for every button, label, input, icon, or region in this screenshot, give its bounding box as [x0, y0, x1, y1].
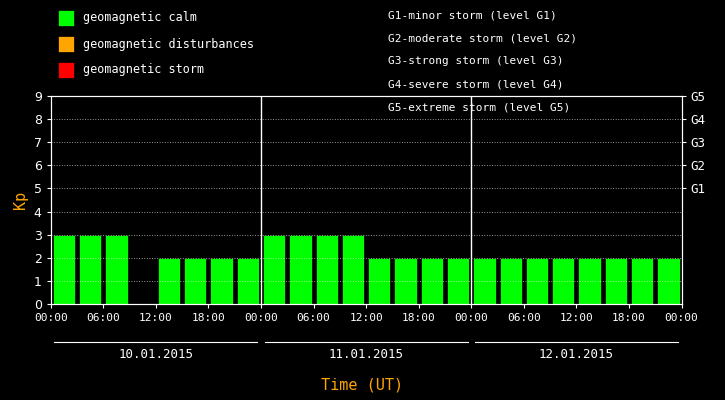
Text: G3-strong storm (level G3): G3-strong storm (level G3) [388, 56, 563, 66]
Bar [552, 258, 574, 304]
Bar [420, 258, 443, 304]
Text: G2-moderate storm (level G2): G2-moderate storm (level G2) [388, 33, 577, 43]
Bar [105, 235, 128, 304]
Bar [53, 235, 75, 304]
Text: 11.01.2015: 11.01.2015 [328, 348, 404, 360]
Bar [526, 258, 548, 304]
Bar [184, 258, 207, 304]
Text: G5-extreme storm (level G5): G5-extreme storm (level G5) [388, 103, 570, 113]
Text: geomagnetic calm: geomagnetic calm [83, 12, 196, 24]
Bar [210, 258, 233, 304]
Text: Time (UT): Time (UT) [321, 377, 404, 392]
Text: G4-severe storm (level G4): G4-severe storm (level G4) [388, 80, 563, 90]
Text: 10.01.2015: 10.01.2015 [118, 348, 194, 360]
Bar [605, 258, 627, 304]
Text: 12.01.2015: 12.01.2015 [539, 348, 614, 360]
Text: G1-minor storm (level G1): G1-minor storm (level G1) [388, 10, 557, 20]
Bar [315, 235, 338, 304]
Text: geomagnetic disturbances: geomagnetic disturbances [83, 38, 254, 50]
Bar [158, 258, 181, 304]
Bar [236, 258, 259, 304]
Bar [631, 258, 653, 304]
Bar [394, 258, 417, 304]
Bar [263, 235, 286, 304]
Bar [289, 235, 312, 304]
Text: geomagnetic storm: geomagnetic storm [83, 64, 204, 76]
Bar [500, 258, 522, 304]
Y-axis label: Kp: Kp [13, 191, 28, 209]
Bar [79, 235, 102, 304]
Bar [473, 258, 496, 304]
Bar [368, 258, 391, 304]
Bar [447, 258, 469, 304]
Bar [579, 258, 601, 304]
Bar [657, 258, 679, 304]
Bar [341, 235, 364, 304]
